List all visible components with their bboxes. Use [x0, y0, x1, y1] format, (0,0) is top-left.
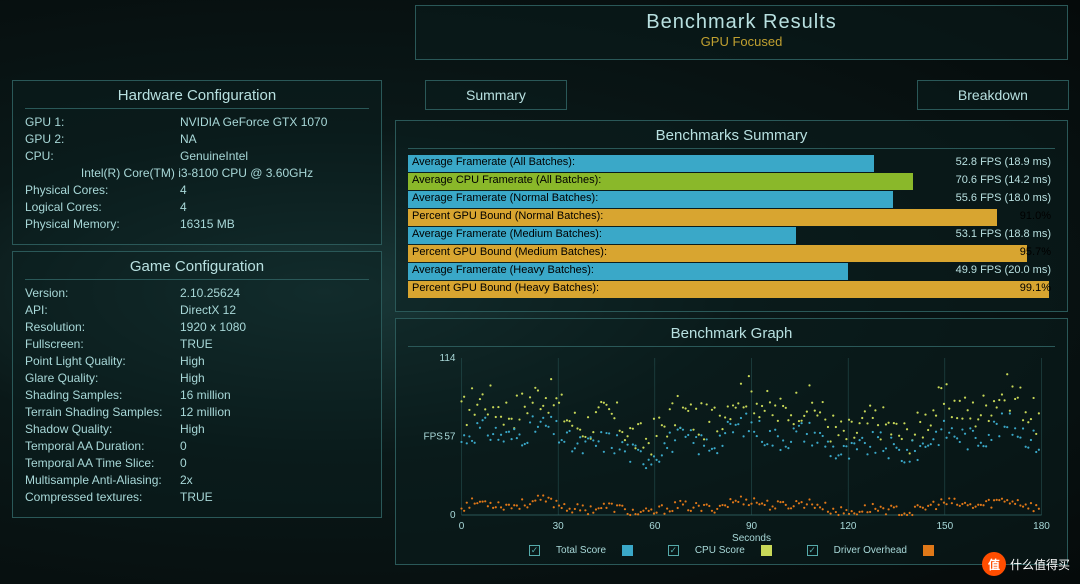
- game-config-panel: Game Configuration Version:2.10.25624 API…: [12, 251, 382, 518]
- cpu-vendor-row: CPU: GenuineIntel: [25, 149, 369, 163]
- cpu-name-row: Intel(R) Core(TM) i3-8100 CPU @ 3.60GHz: [25, 166, 369, 180]
- config-row: Shading Samples:16 million: [25, 388, 369, 402]
- svg-text:57: 57: [444, 432, 456, 443]
- config-row: Temporal AA Duration:0: [25, 439, 369, 453]
- graph-heading: Benchmark Graph: [408, 325, 1055, 347]
- svg-text:0: 0: [450, 510, 456, 521]
- left-column: Hardware Configuration GPU 1: NVIDIA GeF…: [12, 80, 382, 576]
- check-icon: ✓: [668, 545, 679, 556]
- svg-text:Seconds: Seconds: [732, 533, 771, 543]
- summary-bar: Percent GPU Bound (Heavy Batches):99.1%: [408, 281, 1055, 298]
- watermark-text: 什么值得买: [1010, 556, 1070, 573]
- gpu1-row: GPU 1: NVIDIA GeForce GTX 1070: [25, 115, 369, 129]
- memory-row: Physical Memory: 16315 MB: [25, 217, 369, 231]
- summary-heading: Benchmarks Summary: [408, 127, 1055, 149]
- page-title: Benchmark Results: [416, 11, 1067, 34]
- svg-text:114: 114: [440, 353, 456, 364]
- svg-text:90: 90: [746, 521, 758, 532]
- config-row: Terrain Shading Samples:12 million: [25, 405, 369, 419]
- config-row: Glare Quality:High: [25, 371, 369, 385]
- svg-text:30: 30: [553, 521, 565, 532]
- summary-bar: Average Framerate (Heavy Batches):49.9 F…: [408, 263, 1055, 280]
- legend-total[interactable]: ✓Total Score: [521, 545, 641, 556]
- swatch: [923, 545, 934, 556]
- graph-legend: ✓Total Score ✓CPU Score ✓Driver Overhead: [408, 545, 1055, 556]
- phys-cores-row: Physical Cores: 4: [25, 183, 369, 197]
- config-row: Fullscreen:TRUE: [25, 337, 369, 351]
- summary-bar: Average CPU Framerate (All Batches):70.6…: [408, 173, 1055, 190]
- svg-text:FPS: FPS: [424, 432, 444, 443]
- config-row: Multisample Anti-Aliasing:2x: [25, 473, 369, 487]
- config-row: Version:2.10.25624: [25, 286, 369, 300]
- results-header: Benchmark Results GPU Focused: [415, 5, 1068, 60]
- right-column: Summary Breakdown Benchmarks Summary Ave…: [395, 80, 1068, 576]
- benchmark-graph: 0 30 60 90 120 150 180 Seconds 114 57 0 FPS: [408, 353, 1055, 543]
- swatch: [761, 545, 772, 556]
- gpu2-row: GPU 2: NA: [25, 132, 369, 146]
- summary-bar: Average Framerate (Normal Batches):55.6 …: [408, 191, 1055, 208]
- summary-bar: Average Framerate (Medium Batches):53.1 …: [408, 227, 1055, 244]
- svg-text:150: 150: [936, 521, 953, 532]
- config-row: Temporal AA Time Slice:0: [25, 456, 369, 470]
- svg-text:60: 60: [649, 521, 661, 532]
- legend-cpu[interactable]: ✓CPU Score: [660, 545, 780, 556]
- svg-text:180: 180: [1033, 521, 1050, 532]
- page-subtitle: GPU Focused: [416, 34, 1067, 49]
- config-row: Point Light Quality:High: [25, 354, 369, 368]
- tab-breakdown[interactable]: Breakdown: [917, 80, 1069, 110]
- config-row: API:DirectX 12: [25, 303, 369, 317]
- summary-bar: Percent GPU Bound (Normal Batches):91.0%: [408, 209, 1055, 226]
- hardware-heading: Hardware Configuration: [25, 87, 369, 109]
- swatch: [622, 545, 633, 556]
- tab-summary[interactable]: Summary: [425, 80, 567, 110]
- config-row: Compressed textures:TRUE: [25, 490, 369, 504]
- tabs: Summary Breakdown: [395, 80, 1068, 110]
- config-row: Resolution:1920 x 1080: [25, 320, 369, 334]
- check-icon: ✓: [529, 545, 540, 556]
- game-heading: Game Configuration: [25, 258, 369, 280]
- check-icon: ✓: [807, 545, 818, 556]
- svg-text:120: 120: [840, 521, 857, 532]
- summary-bar: Percent GPU Bound (Medium Batches):95.7%: [408, 245, 1055, 262]
- benchmark-graph-panel: Benchmark Graph 0 30 60 90 120 150 180 Seconds 1…: [395, 318, 1068, 565]
- hardware-config-panel: Hardware Configuration GPU 1: NVIDIA GeF…: [12, 80, 382, 245]
- watermark: 值 什么值得买: [982, 552, 1070, 576]
- svg-text:0: 0: [459, 521, 465, 532]
- summary-bar: Average Framerate (All Batches):52.8 FPS…: [408, 155, 1055, 172]
- legend-driver[interactable]: ✓Driver Overhead: [799, 545, 942, 556]
- config-row: Shadow Quality:High: [25, 422, 369, 436]
- watermark-badge: 值: [982, 552, 1006, 576]
- log-cores-row: Logical Cores: 4: [25, 200, 369, 214]
- benchmarks-summary-panel: Benchmarks Summary Average Framerate (Al…: [395, 120, 1068, 312]
